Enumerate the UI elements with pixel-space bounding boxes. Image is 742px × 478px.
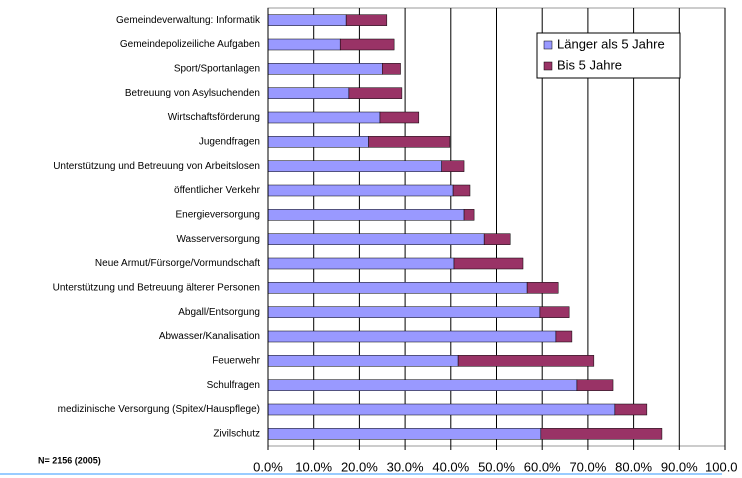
bar-segment [267,233,485,245]
x-tick-label: 70.0% [569,459,606,474]
bar-segment [267,428,542,440]
y-tick-label: Jugendfragen [199,136,260,147]
x-tick-label: 20.0% [341,459,378,474]
x-tick-label: 30.0% [387,459,424,474]
x-tick-label: 40.0% [432,459,469,474]
legend-swatch [543,40,553,50]
x-tick-label: 0.0% [253,459,283,474]
legend-label: Länger als 5 Jahre [557,36,665,51]
legend-swatch [543,61,553,71]
y-tick-label: Wirtschaftsförderung [168,112,260,123]
bar-segment [267,111,381,124]
bar-segment [267,160,442,172]
bar-segment [441,160,465,172]
bar-segment [453,257,524,270]
bar-segment [452,184,471,197]
bar-segment [267,14,347,26]
bar-segment [614,403,648,416]
y-tick-label: Wasserversorgung [176,234,260,245]
bar-segment [555,330,573,343]
bar-segment [267,379,578,391]
note: N= 2156 (2005) [38,455,101,465]
bar-segment [267,403,616,416]
bar-segment [576,379,614,391]
bar-segment [267,209,465,221]
y-tick-label: Unterstützung und Betreuung von Arbeitsl… [53,161,260,172]
y-tick-label: Feuerwehr [212,355,260,366]
y-tick-label: Energieversorgung [176,209,261,220]
bar-segment [540,428,663,440]
bar-segment [379,111,420,124]
y-tick-label: Zivilschutz [213,428,260,439]
x-tick-label: 10.0% [295,459,332,474]
bar-segment [368,136,451,148]
y-tick-label: öffentlicher Verkehr [174,185,261,196]
bar-segment [267,355,459,367]
y-tick-label: Abgall/Entsorgung [178,307,260,318]
bar-segment [267,330,557,343]
bar-segment [345,14,388,26]
bar-segment [483,233,511,245]
bar-segment [267,282,528,294]
bar-segment [457,355,595,367]
y-tick-label: Neue Armut/Fürsorge/Vormundschaft [95,258,260,269]
x-tick-label: 60.0% [524,459,561,474]
bar-segment [539,306,570,318]
bar-segment [267,184,454,197]
bar-segment [267,257,455,270]
bar-segment [348,87,403,99]
bar-segment [382,63,401,75]
legend-label: Bis 5 Jahre [557,57,622,72]
y-tick-label: Schulfragen [207,380,260,391]
y-tick-label: Abwasser/Kanalisation [159,331,260,342]
bar-segment [267,63,383,75]
x-tick-label: 90.0% [661,459,698,474]
y-tick-label: Gemeindeverwaltung: Informatik [116,15,261,26]
bar-segment [463,209,475,221]
bar-segment [267,306,541,318]
x-tick-label: 100.0 [705,459,738,474]
x-tick-label: 50.0% [478,459,515,474]
y-tick-label: Unterstützung und Betreuung älterer Pers… [53,282,260,293]
bar-segment [267,136,369,148]
x-tick-label: 80.0% [615,459,652,474]
y-tick-label: Sport/Sportanlagen [174,63,260,74]
legend-box [536,32,681,79]
bar-segment [267,87,350,99]
bar-segment [526,282,559,294]
y-tick-label: medizinische Versorgung (Spitex/Hauspfle… [58,404,260,415]
y-tick-label: Gemeindepolizeiliche Aufgaben [120,39,260,50]
y-tick-label: Betreuung von Asylsuchenden [125,88,260,99]
bar-segment [267,38,341,51]
bar-segment [339,38,395,51]
